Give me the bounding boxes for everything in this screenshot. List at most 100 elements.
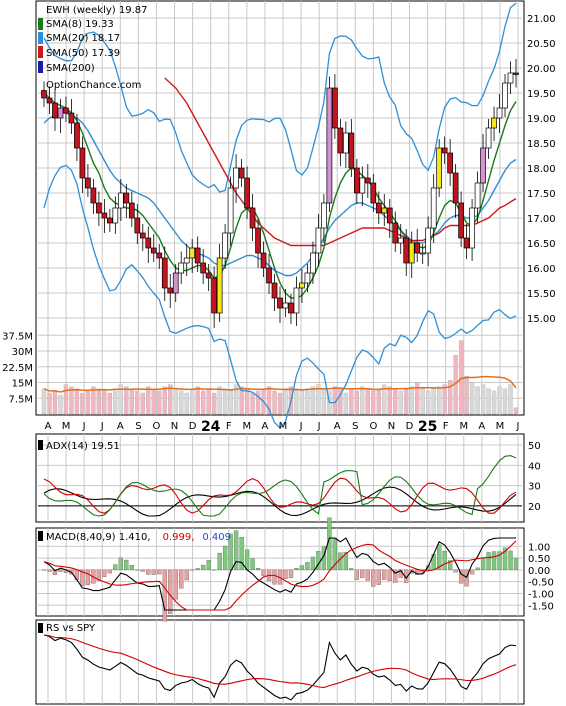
macd-histogram-bar	[58, 569, 63, 572]
volume-bar	[184, 392, 189, 415]
adx-label: ADX(14) 19.51	[46, 441, 120, 452]
candle	[458, 191, 464, 247]
rs-line	[43, 634, 517, 701]
macd-histogram-bar	[80, 569, 85, 587]
volume-bar	[157, 390, 162, 415]
candle	[227, 176, 234, 246]
macd-label-hist: 0.409	[202, 532, 231, 543]
candle	[178, 251, 185, 284]
candle	[156, 244, 163, 269]
candle	[491, 106, 497, 141]
candle	[205, 264, 212, 291]
macd-histogram-bar	[376, 569, 381, 585]
adx-y-tick: 30	[528, 482, 541, 493]
adx-minus-di-line	[43, 455, 517, 517]
macd-histogram-bar	[140, 569, 145, 572]
macd-histogram-bar	[102, 569, 107, 577]
volume-bar	[58, 394, 63, 415]
volume-bar	[63, 384, 69, 415]
macd-histogram-bar	[305, 562, 310, 571]
volume-y-tick: 22.5M	[2, 363, 33, 374]
x-axis-month-label: M	[459, 421, 468, 432]
candle	[386, 199, 393, 238]
candle	[167, 274, 174, 308]
candle	[474, 171, 481, 223]
price-y-tick: 20.00	[527, 64, 556, 75]
volume-bar	[283, 388, 288, 415]
candle	[507, 61, 514, 94]
price-panel-frame	[35, 0, 525, 416]
candle	[375, 191, 382, 224]
macd-histogram-bar	[52, 569, 58, 575]
legend-swatch-sma8	[38, 18, 43, 30]
macd-histogram-bar	[497, 551, 502, 571]
macd-y-tick: 0.50	[528, 554, 550, 565]
volume-bar	[458, 340, 464, 415]
volume-bar	[393, 388, 398, 415]
candle	[238, 159, 245, 187]
x-axis-month-label: A	[45, 421, 52, 432]
macd-histogram-bar	[107, 569, 113, 574]
x-axis-month-label: M	[496, 421, 505, 432]
legend-swatch-sma50	[38, 46, 43, 58]
macd-histogram-bar	[343, 552, 349, 571]
macd-histogram-bar	[96, 569, 102, 581]
macd-histogram-bar	[338, 552, 343, 571]
candle	[288, 294, 294, 324]
candle	[419, 244, 426, 264]
candle	[216, 244, 223, 322]
volume-bar	[140, 392, 145, 415]
candle	[107, 209, 113, 232]
candle	[496, 94, 503, 133]
volume-bar	[365, 388, 370, 415]
legend: SMA(8) 19.33 SMA(20) 18.17 SMA(50) 17.39…	[38, 18, 120, 74]
candle	[293, 276, 300, 326]
candle	[194, 236, 201, 272]
volume-bar	[420, 388, 425, 415]
candle	[310, 241, 316, 284]
price-title: EWH (weekly) 19.87	[46, 5, 147, 16]
volume-bar	[426, 390, 431, 415]
candle	[332, 74, 338, 139]
macd-histogram-bar	[486, 552, 491, 571]
volume-bar	[85, 390, 91, 415]
volume-bar	[321, 388, 327, 415]
price-y-tick: 16.00	[527, 264, 556, 275]
legend-sma20: SMA(20) 18.17	[46, 33, 120, 44]
candle	[200, 249, 207, 284]
volume-bar	[398, 390, 403, 415]
macd-histogram-bar	[508, 550, 513, 571]
candle	[249, 194, 256, 241]
volume-bar	[96, 388, 102, 415]
macd-histogram-bar	[387, 569, 392, 582]
macd-histogram-bar	[288, 569, 294, 579]
volume-bar	[41, 388, 47, 415]
candle	[266, 254, 272, 294]
candle	[381, 194, 388, 226]
macd-histogram-bar	[233, 530, 239, 571]
x-axis-month-label: M	[279, 421, 288, 432]
macd-histogram-bar	[113, 564, 118, 571]
candle	[52, 89, 58, 131]
x-axis-month-label: A	[334, 421, 341, 432]
volume-bar	[409, 386, 414, 415]
macd-histogram-bar	[250, 558, 255, 571]
volume-bar	[80, 392, 85, 415]
adx-panel-frame	[35, 433, 525, 523]
volume-bar	[387, 386, 392, 415]
candle	[79, 136, 86, 193]
volume-bar	[272, 390, 277, 415]
macd-histogram-bar	[239, 537, 244, 571]
price-y-tick: 17.00	[527, 214, 556, 225]
candle	[260, 241, 267, 277]
candle	[211, 266, 217, 328]
candle	[255, 219, 261, 268]
macd-histogram-bar	[464, 569, 469, 587]
candle	[46, 86, 53, 114]
macd-histogram-bar	[393, 569, 398, 583]
candle	[112, 196, 119, 234]
volume-average-line	[43, 375, 517, 393]
volume-bar	[102, 390, 107, 415]
volume-bar	[266, 386, 272, 415]
indicator-lines	[43, 2, 517, 701]
